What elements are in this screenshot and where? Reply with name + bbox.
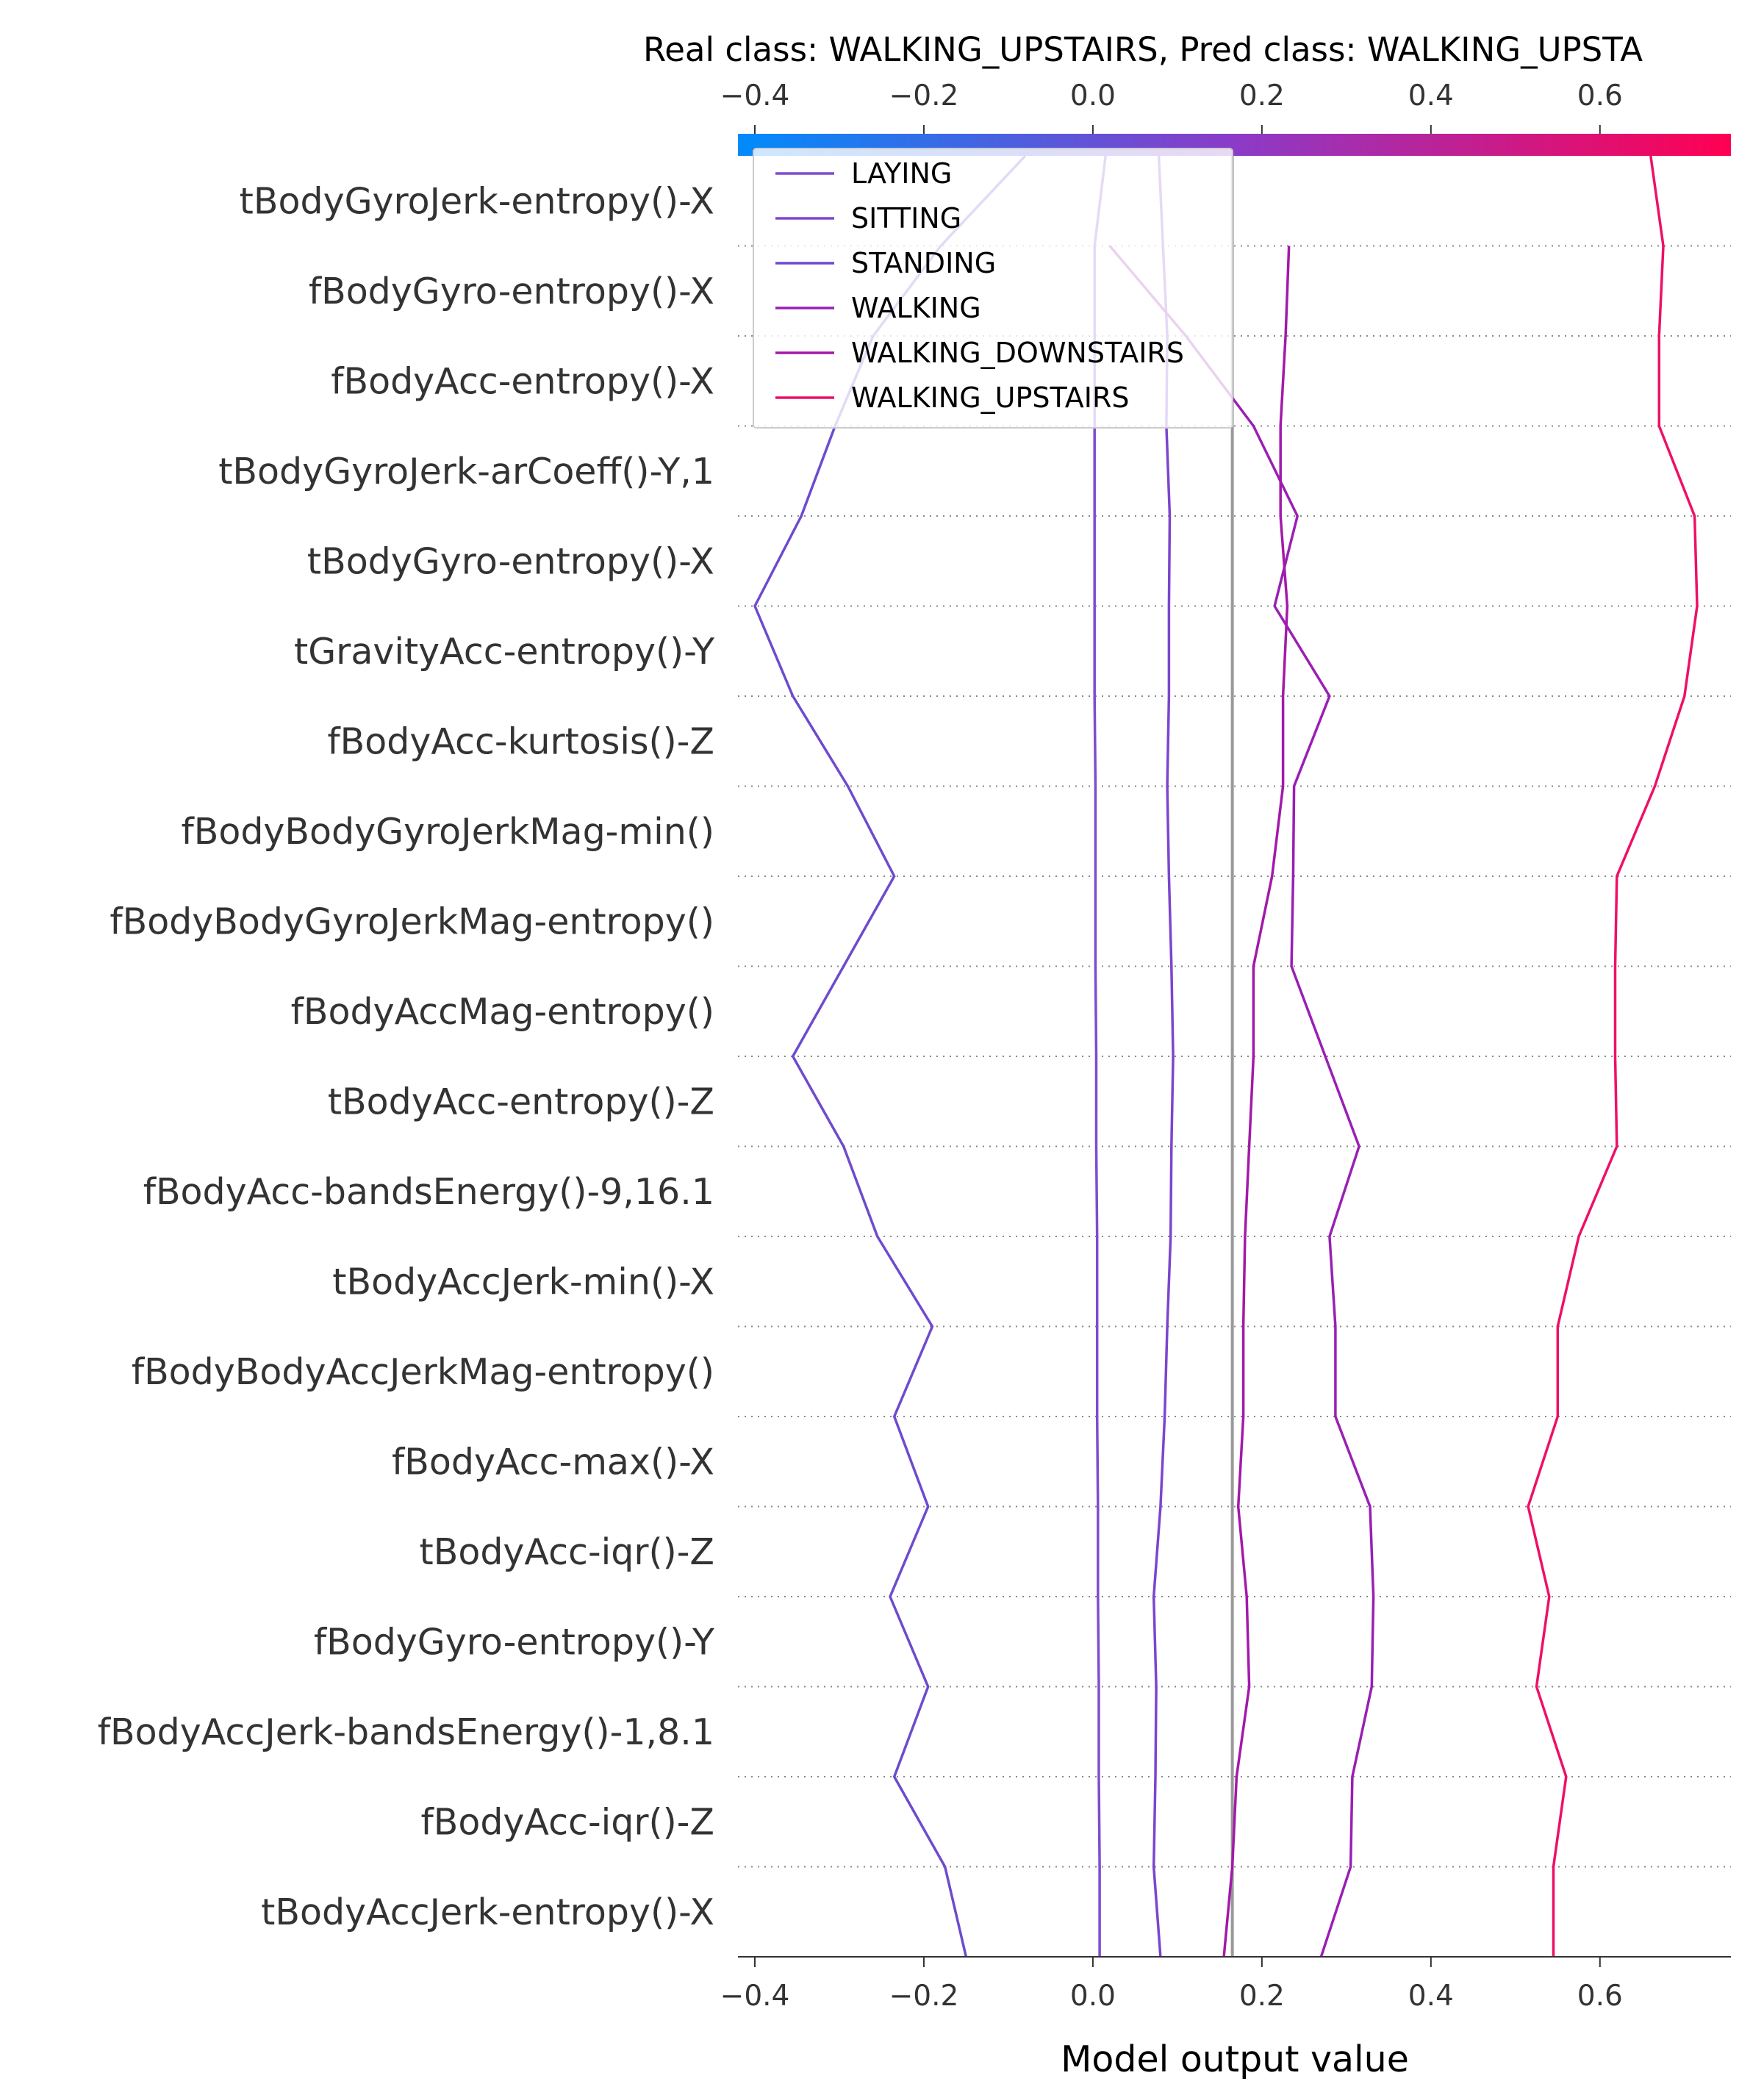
feature-label: fBodyBodyGyroJerkMag-entropy() xyxy=(110,900,714,942)
bottom-tick-label: 0.4 xyxy=(1408,1980,1454,2013)
x-axis-label: Model output value xyxy=(1061,2038,1409,2080)
chart-title: Real class: WALKING_UPSTAIRS, Pred class… xyxy=(643,30,1643,69)
legend-entry: WALKING xyxy=(851,292,981,324)
series-line-standing xyxy=(753,154,1027,1958)
top-axis-ticks: −0.4 −0.2 0.0 0.2 0.4 0.6 xyxy=(720,79,1623,134)
top-tick-label: −0.4 xyxy=(720,79,790,112)
feature-label: tBodyGyro-entropy()-X xyxy=(307,540,714,582)
series-line-laying xyxy=(1093,155,1107,1957)
feature-label: tBodyAccJerk-min()-X xyxy=(332,1261,714,1303)
top-tick-label: 0.4 xyxy=(1408,79,1454,112)
bottom-tick-label: −0.2 xyxy=(889,1980,959,2013)
feature-label: fBodyAcc-bandsEnergy()-9,16.1 xyxy=(143,1171,714,1213)
feature-label: tBodyGyroJerk-arCoeff()-Y,1 xyxy=(218,451,714,493)
feature-label: tBodyAcc-entropy()-Z xyxy=(328,1081,714,1122)
top-tick-label: −0.2 xyxy=(889,79,959,112)
series-lines xyxy=(753,154,1699,1958)
bottom-tick-label: 0.6 xyxy=(1577,1980,1623,2013)
series-line-walking-upstairs xyxy=(1527,155,1699,1957)
legend-entry: SITTING xyxy=(851,202,961,234)
series-line-sitting xyxy=(1152,155,1175,1958)
legend-entry: LAYING xyxy=(851,157,952,190)
bottom-tick-label: 0.0 xyxy=(1070,1980,1116,2013)
feature-label: fBodyAcc-kurtosis()-Z xyxy=(327,720,714,762)
feature-label: tGravityAcc-entropy()-Y xyxy=(294,631,715,673)
feature-label: fBodyGyro-entropy()-X xyxy=(309,271,714,312)
feature-label: tBodyGyroJerk-entropy()-X xyxy=(240,180,714,222)
feature-labels: tBodyGyroJerk-entropy()-X fBodyGyro-entro… xyxy=(98,180,715,1933)
feature-label: tBodyAccJerk-entropy()-X xyxy=(261,1891,714,1933)
top-tick-label: 0.0 xyxy=(1070,79,1116,112)
legend-entry: WALKING_UPSTAIRS xyxy=(851,382,1130,414)
top-tick-label: 0.2 xyxy=(1239,79,1285,112)
feature-label: fBodyGyro-entropy()-Y xyxy=(314,1621,715,1663)
legend: LAYING SITTING STANDING WALKING WALKING_DOWN… xyxy=(753,148,1233,429)
feature-label: fBodyAccJerk-bandsEnergy()-1,8.1 xyxy=(98,1711,714,1753)
feature-label: fBodyAcc-max()-X xyxy=(392,1441,714,1483)
legend-entry: STANDING xyxy=(851,247,996,279)
feature-label: fBodyBodyGyroJerkMag-min() xyxy=(181,811,714,853)
feature-label: fBodyBodyAccJerkMag-entropy() xyxy=(132,1351,714,1393)
legend-box xyxy=(753,148,1233,429)
top-tick-label: 0.6 xyxy=(1577,79,1623,112)
bottom-tick-label: 0.2 xyxy=(1239,1980,1285,2013)
feature-label: fBodyAcc-iqr()-Z xyxy=(420,1801,714,1843)
feature-label: fBodyAcc-entropy()-X xyxy=(331,360,714,402)
feature-label: fBodyAccMag-entropy() xyxy=(291,991,714,1033)
bottom-axis-ticks: −0.4 −0.2 0.0 0.2 0.4 0.6 xyxy=(720,1957,1623,2013)
feature-label: tBodyAcc-iqr()-Z xyxy=(420,1531,714,1573)
series-line-walking xyxy=(1108,245,1375,1958)
series-line-walking-downstairs xyxy=(1222,246,1291,1958)
bottom-tick-label: −0.4 xyxy=(720,1980,790,2013)
legend-entry: WALKING_DOWNSTAIRS xyxy=(851,337,1184,369)
feature-gridlines xyxy=(738,245,1731,1868)
